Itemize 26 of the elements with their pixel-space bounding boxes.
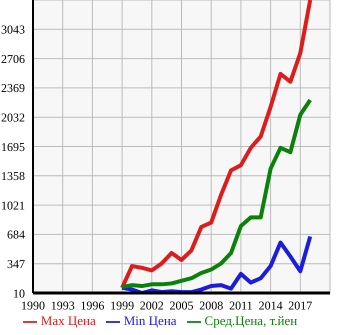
x-tick-label: 2017 [288, 298, 312, 313]
legend-label: Сред.Цена, т.йен [204, 313, 298, 328]
x-tick-label: 2014 [258, 298, 283, 313]
legend-label: Max Цена [40, 313, 96, 328]
line-series [120, 98, 312, 289]
x-tick-label: 1999 [110, 298, 134, 313]
y-tick-label: 347 [7, 256, 25, 271]
x-tick-label: 1993 [50, 298, 75, 313]
y-tick-label: 2706 [1, 52, 25, 66]
y-tick-label: 1695 [1, 140, 25, 154]
line-series [120, 0, 312, 290]
x-tick-label: 2005 [170, 298, 194, 313]
y-tick-label: 2032 [1, 110, 25, 124]
x-tick-label: 2011 [229, 298, 253, 313]
y-tick-label: 1021 [1, 198, 25, 212]
x-tick-label: 1996 [80, 298, 104, 313]
y-tick-label: 2369 [1, 81, 25, 96]
line-series [120, 234, 312, 293]
x-tick-label: 2008 [199, 298, 224, 313]
x-tick-label: 2002 [140, 298, 164, 313]
y-tick-label: 3043 [1, 22, 25, 37]
y-tick-label: 10 [13, 286, 25, 300]
y-tick-label: 684 [7, 228, 25, 242]
y-tick-label: 1358 [1, 169, 25, 184]
x-tick-label: 1990 [21, 298, 45, 313]
legend-label: Min Цена [124, 313, 177, 328]
